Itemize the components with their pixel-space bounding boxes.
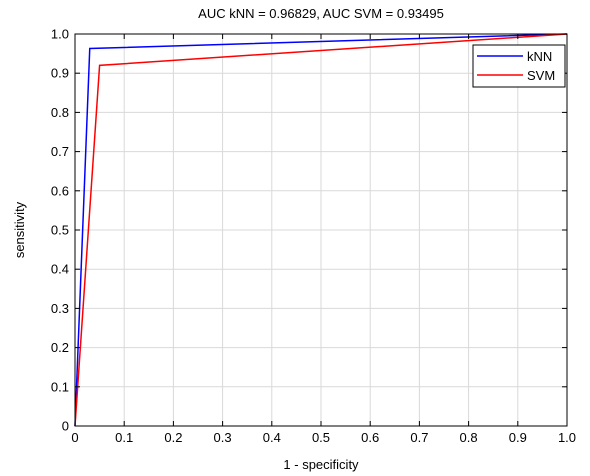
x-tick-label: 0.5 xyxy=(312,430,330,445)
y-tick-label: 0.6 xyxy=(51,183,69,198)
x-tick-label: 0.4 xyxy=(263,430,281,445)
x-tick-label: 0.8 xyxy=(460,430,478,445)
axis-ticks: 0 0.1 0.2 0.3 0.4 0.5 0.6 0.7 0.8 0.9 1.0 0 0.1 0.2 0.… xyxy=(51,27,576,446)
series-line-knn xyxy=(74,33,568,427)
x-tick-label: 0 xyxy=(71,430,78,445)
x-axis-title: 1 - specificity xyxy=(283,457,359,472)
x-tick-label: 1.0 xyxy=(558,430,576,445)
y-tick-label: 0.5 xyxy=(51,223,69,238)
x-tick-label: 0.9 xyxy=(509,430,527,445)
y-tick-label: 0.4 xyxy=(51,262,69,277)
y-tick-label: 0.7 xyxy=(51,144,69,159)
y-tick-label: 0.9 xyxy=(51,66,69,81)
x-tick-label: 0.7 xyxy=(410,430,428,445)
series-line-svm xyxy=(74,33,568,427)
series-layer xyxy=(74,33,568,427)
legend-box xyxy=(472,44,566,88)
chart-title: AUC kNN = 0.96829, AUC SVM = 0.93495 xyxy=(198,6,444,21)
x-tick-label: 0.6 xyxy=(361,430,379,445)
x-tick-label: 0.1 xyxy=(115,430,133,445)
x-tick-label: 0.3 xyxy=(214,430,232,445)
legend-label-knn: kNN xyxy=(527,49,552,64)
x-tick-label: 0.2 xyxy=(164,430,182,445)
y-tick-label: 0.3 xyxy=(51,301,69,316)
legend-label-svm: SVM xyxy=(527,68,555,83)
legend: kNN SVM xyxy=(472,44,566,88)
y-tick-label: 0 xyxy=(62,419,69,434)
y-tick-label: 0.8 xyxy=(51,105,69,120)
y-tick-label: 1.0 xyxy=(51,27,69,42)
grid-lines xyxy=(75,34,567,426)
y-axis-title: sensitivity xyxy=(12,201,27,258)
y-tick-label: 0.1 xyxy=(51,379,69,394)
y-tick-label: 0.2 xyxy=(51,340,69,355)
